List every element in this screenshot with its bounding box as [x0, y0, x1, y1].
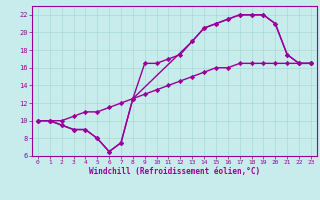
X-axis label: Windchill (Refroidissement éolien,°C): Windchill (Refroidissement éolien,°C): [89, 167, 260, 176]
